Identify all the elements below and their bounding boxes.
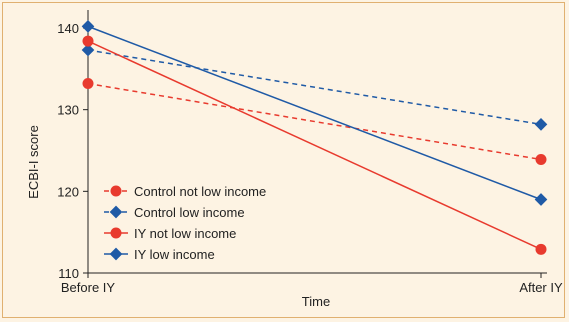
legend-label: Control not low income bbox=[134, 184, 266, 199]
legend-label: IY not low income bbox=[134, 226, 236, 241]
series-line bbox=[87, 40, 542, 250]
data-point bbox=[82, 78, 94, 90]
y-tick-label: 130 bbox=[57, 103, 79, 118]
x-tick-label: Before IY bbox=[61, 280, 116, 295]
x-axis-label: Time bbox=[302, 294, 330, 309]
y-axis-label: ECBI-I score bbox=[26, 125, 41, 199]
data-point bbox=[82, 35, 94, 47]
y-tick-label: 140 bbox=[57, 21, 79, 36]
x-tick-label: After IY bbox=[519, 280, 563, 295]
legend-label: IY low income bbox=[134, 247, 215, 262]
legend-marker bbox=[109, 205, 123, 219]
data-point bbox=[535, 243, 547, 255]
series-lines bbox=[87, 25, 542, 250]
data-point bbox=[534, 193, 548, 206]
legend-marker bbox=[109, 247, 123, 261]
data-point bbox=[535, 153, 547, 165]
legend-label: Control low income bbox=[134, 205, 245, 220]
data-point bbox=[81, 43, 95, 57]
y-tick-label: 120 bbox=[57, 184, 79, 199]
data-point bbox=[534, 118, 548, 131]
axes: 110 120 130 140 Before IY After IY bbox=[57, 10, 563, 295]
series-line bbox=[87, 25, 542, 201]
series-line bbox=[87, 49, 542, 126]
data-point bbox=[81, 20, 95, 33]
series-markers bbox=[81, 20, 548, 255]
legend-marker bbox=[110, 227, 122, 239]
series-line bbox=[87, 82, 542, 161]
legend: Control not low income Control low income… bbox=[104, 184, 266, 262]
legend-marker bbox=[110, 185, 122, 197]
y-tick-label: 110 bbox=[58, 266, 79, 281]
chart-panel bbox=[2, 2, 565, 318]
